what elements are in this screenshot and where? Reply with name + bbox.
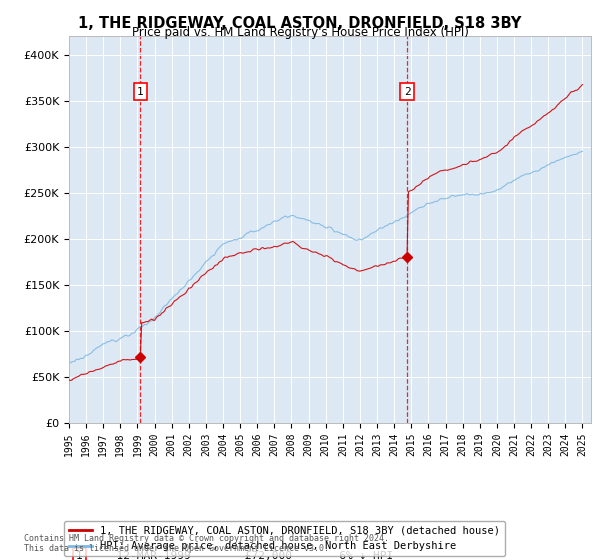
Text: 1: 1 — [76, 551, 83, 560]
Text: Price paid vs. HM Land Registry's House Price Index (HPI): Price paid vs. HM Land Registry's House … — [131, 26, 469, 39]
Text: 2: 2 — [404, 87, 410, 97]
Text: 1, THE RIDGEWAY, COAL ASTON, DRONFIELD, S18 3BY: 1, THE RIDGEWAY, COAL ASTON, DRONFIELD, … — [79, 16, 521, 31]
Legend: 1, THE RIDGEWAY, COAL ASTON, DRONFIELD, S18 3BY (detached house), HPI: Average p: 1, THE RIDGEWAY, COAL ASTON, DRONFIELD, … — [64, 521, 505, 557]
Text: Contains HM Land Registry data © Crown copyright and database right 2024.
This d: Contains HM Land Registry data © Crown c… — [24, 534, 389, 553]
Text: 1: 1 — [137, 87, 143, 97]
Text: 12-MAR-1999        £72,000       6% ↓ HPI: 12-MAR-1999 £72,000 6% ↓ HPI — [103, 551, 393, 560]
